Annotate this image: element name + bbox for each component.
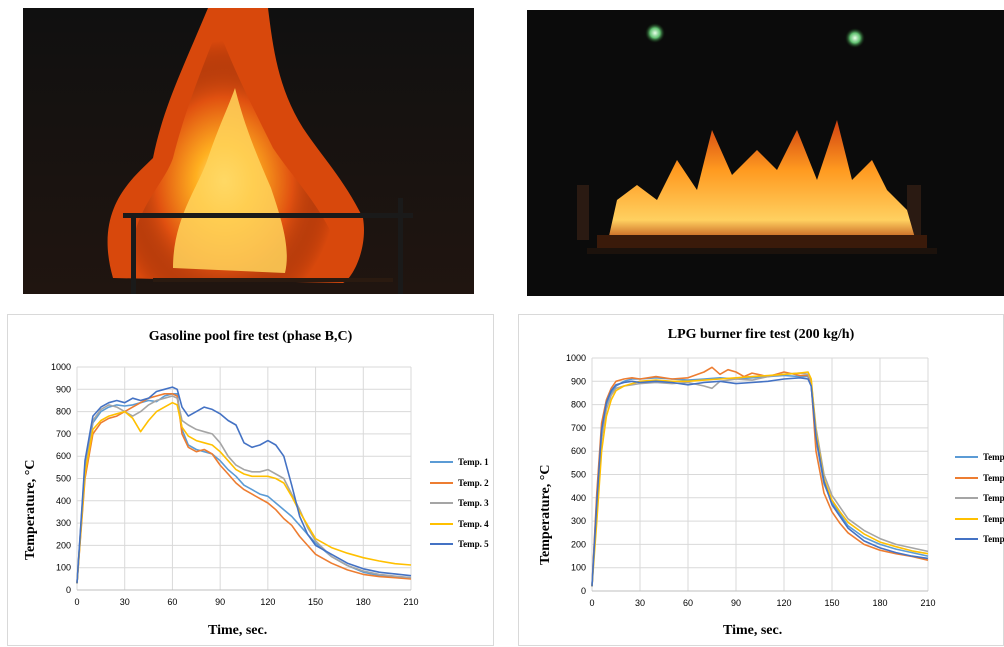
y-tick-label: 100 xyxy=(56,563,71,573)
legend-label: Temp. xyxy=(983,513,1004,524)
y-tick-label: 0 xyxy=(581,586,586,596)
y-tick-label: 400 xyxy=(571,493,586,503)
legend-item-4: Temp. 4 xyxy=(430,514,489,535)
legend-swatch xyxy=(430,522,453,525)
legend-label: Temp. 1 xyxy=(458,457,489,468)
y-tick-label: 500 xyxy=(571,470,586,480)
x-axis-label: Time, sec. xyxy=(723,623,783,638)
legend-label: Temp. xyxy=(983,534,1004,545)
y-tick-label: 600 xyxy=(56,451,71,461)
legend-item-5: Temp. 5 xyxy=(430,534,489,555)
legend-swatch xyxy=(955,456,978,459)
x-tick-label: 0 xyxy=(74,597,79,607)
legend-item-3: Temp. 3 xyxy=(430,493,489,514)
y-tick-label: 500 xyxy=(56,474,71,484)
x-tick-label: 60 xyxy=(167,597,177,607)
legend-label: Temp. 5 xyxy=(458,539,489,550)
lpg-chart-panel: LPG burner fire test (200 kg/h) 0 100 200 3… xyxy=(518,314,1004,646)
series-line-1 xyxy=(591,374,929,587)
x-axis-label: Time, sec. xyxy=(208,623,268,638)
legend-swatch xyxy=(955,517,978,520)
y-tick-label: 300 xyxy=(56,518,71,528)
legend-item-1: Temp. 1 xyxy=(430,452,489,473)
legend-swatch xyxy=(430,461,453,464)
x-tick-label: 120 xyxy=(776,598,791,608)
y-tick-label: 300 xyxy=(571,516,586,526)
x-tick-label: 90 xyxy=(731,598,741,608)
lpg-chart-plot: 0 100 200 300 400 500 600 700 800 900 1000 0 30 60 90 1… xyxy=(566,353,936,608)
series-line-1 xyxy=(76,393,412,584)
x-tick-label: 90 xyxy=(215,597,225,607)
y-tick-label: 900 xyxy=(56,384,71,394)
legend-item-5: Temp. xyxy=(955,529,1004,550)
y-tick-label: 0 xyxy=(66,585,71,595)
x-tick-label: 180 xyxy=(872,598,887,608)
legend-label: Temp. 2 xyxy=(458,477,489,488)
y-axis-label: Temperature, °C xyxy=(538,464,553,565)
series-line-5 xyxy=(591,377,929,587)
legend-label: Temp. 3 xyxy=(458,498,489,509)
series-line-5 xyxy=(76,386,412,584)
legend-swatch xyxy=(430,481,453,484)
y-tick-label: 1000 xyxy=(566,353,586,363)
x-tick-label: 30 xyxy=(120,597,130,607)
series-line-4 xyxy=(591,371,929,587)
gasoline-chart-panel: Gasoline pool fire test (phase B,C) 0 100… xyxy=(7,314,494,646)
x-tick-label: 210 xyxy=(403,597,418,607)
x-tick-label: 150 xyxy=(308,597,323,607)
series-line-2 xyxy=(591,366,929,587)
x-tick-label: 210 xyxy=(920,598,935,608)
chart-title: LPG burner fire test (200 kg/h) xyxy=(667,327,855,342)
legend-label: Temp. 4 xyxy=(458,518,489,529)
legend-swatch xyxy=(955,476,978,479)
x-tick-label: 150 xyxy=(824,598,839,608)
lpg-burner-fire-photo xyxy=(527,10,1004,296)
y-tick-label: 600 xyxy=(571,446,586,456)
legend-item-2: Temp. 2 xyxy=(430,473,489,494)
y-tick-label: 700 xyxy=(571,423,586,433)
legend-label: Temp. xyxy=(983,493,1004,504)
legend-swatch xyxy=(955,497,978,500)
legend-item-3: Temp. xyxy=(955,488,1004,509)
gasoline-pool-fire-photo xyxy=(23,8,474,294)
legend-swatch xyxy=(955,538,978,541)
legend-label: Temp. xyxy=(983,452,1004,463)
series-line-4 xyxy=(76,401,412,584)
legend-label: Temp. xyxy=(983,472,1004,483)
chart-title: Gasoline pool fire test (phase B,C) xyxy=(148,329,353,344)
y-axis-label: Temperature, °C xyxy=(23,459,38,560)
chart-legend: Temp. 1 Temp. 2 Temp. 3 Temp. 4 Temp. 5 xyxy=(430,452,489,555)
chart-legend: Temp. Temp. Temp. Temp. Temp. xyxy=(955,447,1004,550)
legend-swatch xyxy=(430,502,453,505)
legend-item-4: Temp. xyxy=(955,509,1004,530)
legend-item-1: Temp. xyxy=(955,447,1004,468)
x-tick-label: 60 xyxy=(683,598,693,608)
y-tick-label: 800 xyxy=(56,407,71,417)
x-tick-label: 180 xyxy=(356,597,371,607)
y-tick-label: 400 xyxy=(56,496,71,506)
x-tick-label: 0 xyxy=(589,598,594,608)
legend-swatch xyxy=(430,543,453,546)
series-line-2 xyxy=(76,393,412,584)
x-tick-label: 30 xyxy=(635,598,645,608)
y-tick-label: 100 xyxy=(571,563,586,573)
x-tick-label: 120 xyxy=(260,597,275,607)
y-tick-label: 200 xyxy=(571,539,586,549)
y-tick-label: 1000 xyxy=(51,362,71,372)
gasoline-chart-plot: 0 100 200 300 400 500 600 700 800 900 1000 0 30 60 90 1… xyxy=(51,362,419,607)
y-tick-label: 700 xyxy=(56,429,71,439)
y-tick-label: 800 xyxy=(571,400,586,410)
series-line-3 xyxy=(591,372,929,587)
y-tick-label: 200 xyxy=(56,540,71,550)
y-tick-label: 900 xyxy=(571,376,586,386)
legend-item-2: Temp. xyxy=(955,468,1004,489)
